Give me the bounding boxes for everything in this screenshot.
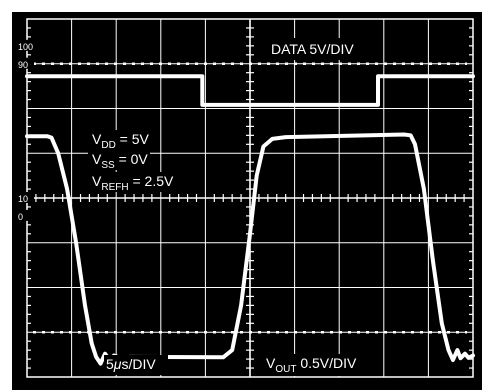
reference-mark-label: 10 (18, 194, 28, 204)
vout-scale-label-bg (262, 354, 378, 376)
vdd-label-bg (88, 130, 150, 150)
vss-label: VSS = 0V (92, 151, 148, 171)
traces (25, 74, 475, 366)
reference-mark-bg (16, 39, 34, 51)
vrefh-label: VREFH = 2.5V (92, 173, 174, 193)
time-scale-label: 5μs/DIV (106, 356, 156, 372)
vdd-label: VDD = 5V (92, 131, 150, 151)
reference-mark-label: 100 (18, 42, 33, 52)
reference-mark-bg (16, 57, 34, 69)
reference-mark-label: 0 (18, 212, 23, 222)
data-trace (25, 74, 475, 107)
reference-mark-label: 90 (18, 60, 28, 70)
data-scale-label: DATA 5V/DIV (271, 41, 354, 57)
graticule-grid (27, 19, 473, 377)
vss-label-bg (88, 150, 150, 170)
reference-mark-bg (16, 209, 34, 221)
time-scale-label-bg (104, 355, 168, 375)
vout-scale-label: VOUT 0.5V/DIV (266, 355, 357, 375)
vrefh-label-bg (88, 172, 184, 192)
data-scale-label-bg (266, 38, 372, 60)
reference-mark-bg (16, 192, 34, 203)
vout-trace (25, 132, 475, 366)
annotation-labels: DATA 5V/DIV VDD = 5V VSS = 0V VREFH = 2.… (88, 38, 378, 376)
